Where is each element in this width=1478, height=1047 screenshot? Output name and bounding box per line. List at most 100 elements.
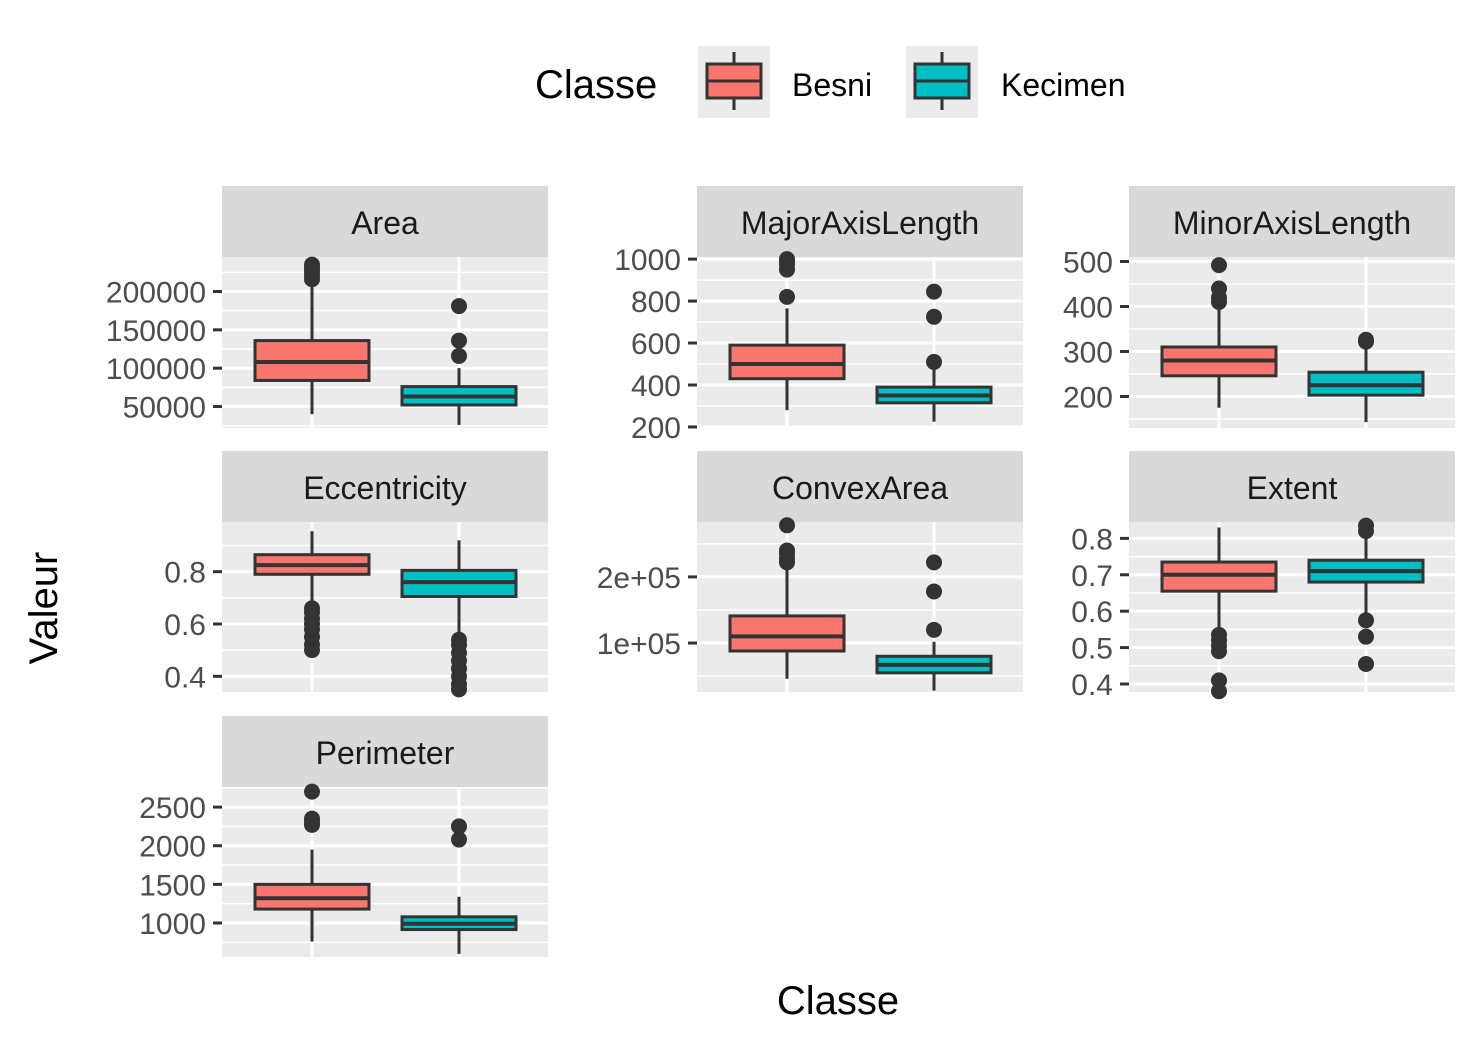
outlier-point bbox=[779, 288, 795, 305]
box-extent-kecimen bbox=[1307, 517, 1425, 672]
box-majoraxislength-besni bbox=[728, 251, 846, 411]
y-tick-label: 0.5 bbox=[1071, 633, 1113, 666]
outlier-point bbox=[1211, 257, 1227, 274]
outlier-point bbox=[1358, 331, 1374, 348]
box-area-besni bbox=[253, 256, 371, 415]
outlier-point bbox=[304, 783, 320, 800]
outlier-point bbox=[926, 554, 942, 571]
facet-area: Area 50000 100000 150000 200000 bbox=[106, 186, 548, 428]
outlier-point bbox=[1358, 628, 1374, 645]
y-tick-label: 0.8 bbox=[1071, 523, 1113, 556]
outlier-point bbox=[451, 831, 467, 848]
outlier-point bbox=[1211, 626, 1227, 643]
box-majoraxislength-kecimen bbox=[875, 283, 993, 422]
box-iqr bbox=[728, 343, 846, 381]
facet-majoraxislength: MajorAxisLength 200 400 600 800 1000 bbox=[614, 186, 1023, 445]
y-tick-label: 150000 bbox=[106, 315, 206, 348]
legend: Classe Besni Kecimen bbox=[535, 46, 1126, 118]
outlier-point bbox=[451, 347, 467, 364]
y-tick-label: 0.7 bbox=[1071, 560, 1113, 593]
outlier-point bbox=[926, 308, 942, 325]
box-extent-besni bbox=[1160, 527, 1278, 700]
panel-bg-perimeter bbox=[222, 787, 548, 957]
y-tick-label: 200000 bbox=[106, 277, 206, 310]
y-tick-label: 50000 bbox=[123, 392, 206, 425]
box-minoraxislength-besni bbox=[1160, 257, 1278, 408]
legend-item-besni: Besni bbox=[698, 46, 872, 118]
facet-strip-minoraxislength bbox=[1129, 186, 1455, 257]
facet-title-eccentricity: Eccentricity bbox=[303, 470, 467, 506]
outlier-point bbox=[304, 810, 320, 827]
box-area-kecimen bbox=[400, 298, 518, 425]
y-tick-label: 1000 bbox=[614, 244, 681, 277]
y-tick-label: 2500 bbox=[139, 792, 206, 825]
facet-perimeter: Perimeter 1000 1500 2000 2500 bbox=[139, 716, 548, 957]
y-axis-title: Valeur bbox=[22, 552, 66, 665]
x-axis-title: Classe bbox=[777, 979, 899, 1023]
legend-item-kecimen: Kecimen bbox=[906, 46, 1126, 118]
outlier-point bbox=[451, 631, 467, 648]
box-perimeter-kecimen bbox=[400, 818, 518, 954]
legend-label-kecimen: Kecimen bbox=[1001, 67, 1126, 103]
outlier-point bbox=[1358, 612, 1374, 629]
facet-extent: Extent 0.40.5 0.60.7 0.8 bbox=[1071, 451, 1455, 702]
facet-title-convexarea: ConvexArea bbox=[772, 470, 948, 506]
outlier-point bbox=[926, 621, 942, 638]
outlier-point bbox=[304, 600, 320, 617]
outlier-point bbox=[1211, 280, 1227, 297]
panel-bg-minoraxislength bbox=[1129, 257, 1455, 428]
facet-strip-convexarea bbox=[697, 451, 1023, 522]
y-tick-label: 2e+05 bbox=[597, 562, 681, 595]
outlier-point bbox=[304, 256, 320, 273]
y-tick-label: 600 bbox=[631, 328, 681, 361]
outlier-point bbox=[926, 283, 942, 300]
outlier-point bbox=[1358, 655, 1374, 672]
legend-title: Classe bbox=[535, 63, 657, 107]
box-perimeter-besni bbox=[253, 783, 371, 942]
facet-title-extent: Extent bbox=[1247, 470, 1338, 506]
facet-title-majoraxislength: MajorAxisLength bbox=[741, 205, 979, 241]
y-tick-label: 400 bbox=[1063, 292, 1113, 325]
box-convexarea-besni bbox=[728, 517, 846, 679]
y-tick-label: 1000 bbox=[139, 908, 206, 941]
y-tick-label: 0.6 bbox=[1071, 596, 1113, 629]
y-tick-label: 1500 bbox=[139, 869, 206, 902]
outlier-point bbox=[451, 332, 467, 349]
y-tick-label: 1e+05 bbox=[597, 628, 681, 661]
panel-bg-eccentricity bbox=[222, 522, 548, 692]
panel-bg-extent bbox=[1129, 522, 1455, 692]
outlier-point bbox=[926, 353, 942, 370]
outlier-point bbox=[1358, 517, 1374, 534]
outlier-point bbox=[779, 251, 795, 268]
facet-strip-perimeter bbox=[222, 716, 548, 787]
y-tick-label: 0.8 bbox=[164, 557, 206, 590]
y-tick-label: 500 bbox=[1063, 247, 1113, 280]
box-convexarea-kecimen bbox=[875, 554, 993, 691]
y-tick-label: 200 bbox=[631, 412, 681, 445]
facet-convexarea: ConvexArea 1e+05 2e+05 bbox=[597, 451, 1023, 692]
y-tick-label: 300 bbox=[1063, 337, 1113, 370]
box-eccentricity-kecimen bbox=[400, 540, 518, 698]
facet-title-minoraxislength: MinorAxisLength bbox=[1173, 205, 1411, 241]
legend-label-besni: Besni bbox=[792, 67, 872, 103]
y-tick-label: 800 bbox=[631, 286, 681, 319]
facet-strip-area bbox=[222, 186, 548, 257]
y-tick-label: 200 bbox=[1063, 382, 1113, 415]
facet-strip-majoraxislength bbox=[697, 186, 1023, 257]
y-tick-label: 0.4 bbox=[164, 661, 206, 694]
facet-eccentricity: Eccentricity 0.4 0.6 0.8 bbox=[164, 451, 548, 698]
outlier-point bbox=[1211, 672, 1227, 689]
facet-minoraxislength: MinorAxisLength 200 300 400 500 bbox=[1063, 186, 1455, 428]
outlier-point bbox=[779, 517, 795, 534]
facet-title-area: Area bbox=[351, 205, 419, 241]
y-tick-label: 0.6 bbox=[164, 609, 206, 642]
outlier-point bbox=[451, 818, 467, 835]
y-tick-label: 100000 bbox=[106, 353, 206, 386]
facet-panels: Area 50000 100000 150000 200000 MajorAxisLeng… bbox=[106, 186, 1455, 957]
y-tick-label: 2000 bbox=[139, 831, 206, 864]
box-minoraxislength-kecimen bbox=[1307, 331, 1425, 423]
box-iqr bbox=[728, 614, 846, 653]
outlier-point bbox=[926, 583, 942, 600]
facet-strip-eccentricity bbox=[222, 451, 548, 522]
